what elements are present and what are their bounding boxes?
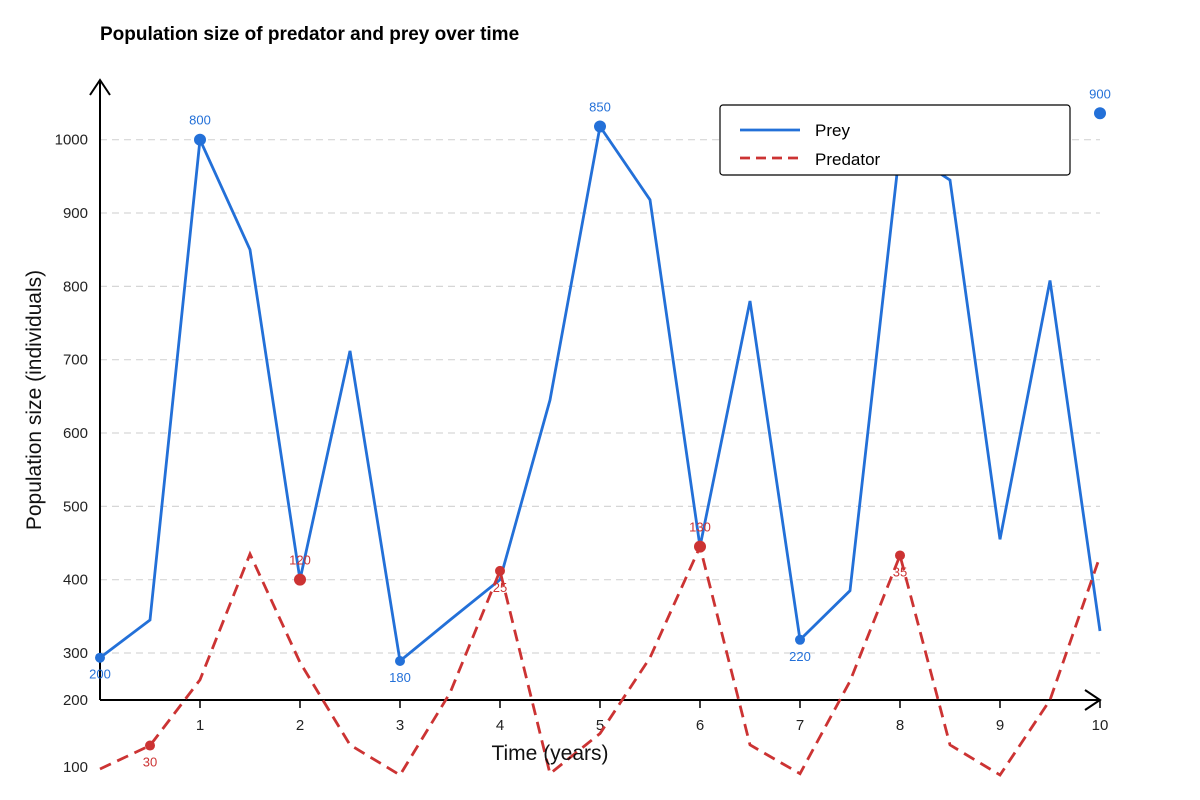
series <box>99 122 1102 777</box>
y-tick-label-600: 600 <box>63 425 88 442</box>
prey-point-3 <box>594 120 606 133</box>
predator-point-1 <box>294 573 306 586</box>
y-tick-label-200: 200 <box>63 692 88 709</box>
y-tick-label-1000: 1000 <box>55 132 88 149</box>
y-axis-arrow <box>89 78 111 96</box>
predator-data-label-2: 25 <box>493 580 507 595</box>
y-tick-label-500: 500 <box>63 498 88 515</box>
y-tick-label-300: 300 <box>63 645 88 662</box>
prey-point-5 <box>1094 107 1106 120</box>
tick-labels: 1 2 3 4 5 6 7 8 9 1010020030040050060070080090010… <box>55 132 1109 776</box>
y-tick-label-900: 900 <box>63 205 88 222</box>
y-tick-label-400: 400 <box>63 572 88 589</box>
y-tick-label-100: 100 <box>63 759 88 776</box>
prey-data-label-3: 850 <box>589 99 611 114</box>
x-tick-label-2: 2 <box>296 717 304 734</box>
legend-prey-label: Prey <box>815 121 850 140</box>
prey-point-2 <box>395 655 405 666</box>
grid <box>100 139 1100 654</box>
predator-data-label-1: 120 <box>289 553 311 568</box>
prey-point-1 <box>194 133 206 146</box>
prey-data-label-1: 800 <box>189 113 211 128</box>
predator-data-label-0: 30 <box>143 755 157 770</box>
x-tick-label-6: 6 <box>696 717 704 734</box>
predator-point-3 <box>694 540 706 553</box>
predator-series-line <box>99 542 1102 777</box>
x-tick-label-10: 10 <box>1092 717 1109 734</box>
x-axis-label: Time (years) <box>491 742 608 765</box>
legend-box <box>719 104 1071 176</box>
y-tick-label-700: 700 <box>63 352 88 369</box>
x-tick-label-3: 3 <box>396 717 404 734</box>
x-tick-label-8: 8 <box>896 717 904 734</box>
legend: Prey Predator <box>719 104 1071 176</box>
predator-point-0 <box>145 740 155 751</box>
y-tick-label-800: 800 <box>63 278 88 295</box>
prey-point-4 <box>795 634 805 645</box>
x-tick-label-4: 4 <box>496 717 504 734</box>
predator-data-label-3: 130 <box>689 520 711 535</box>
prey-data-label-5: 900 <box>1089 86 1111 101</box>
chart-title: Population size of predator and prey ove… <box>100 24 519 45</box>
prey-point-0 <box>95 652 105 663</box>
prey-data-label-0: 200 <box>89 667 111 682</box>
prey-data-label-4: 220 <box>789 649 811 664</box>
x-tick-label-1: 1 <box>196 717 204 734</box>
prey-data-label-2: 180 <box>389 670 411 685</box>
predator-point-2 <box>495 565 505 576</box>
legend-predator-label: Predator <box>815 150 881 169</box>
x-tick-label-5: 5 <box>596 717 604 734</box>
predator-point-4 <box>895 550 905 561</box>
prey-series-line <box>99 122 1102 664</box>
predator-data-label-4: 35 <box>893 564 907 579</box>
x-tick-label-9: 9 <box>996 717 1004 734</box>
y-axis-label: Population size (individuals) <box>23 270 46 530</box>
x-tick-label-7: 7 <box>796 717 804 734</box>
